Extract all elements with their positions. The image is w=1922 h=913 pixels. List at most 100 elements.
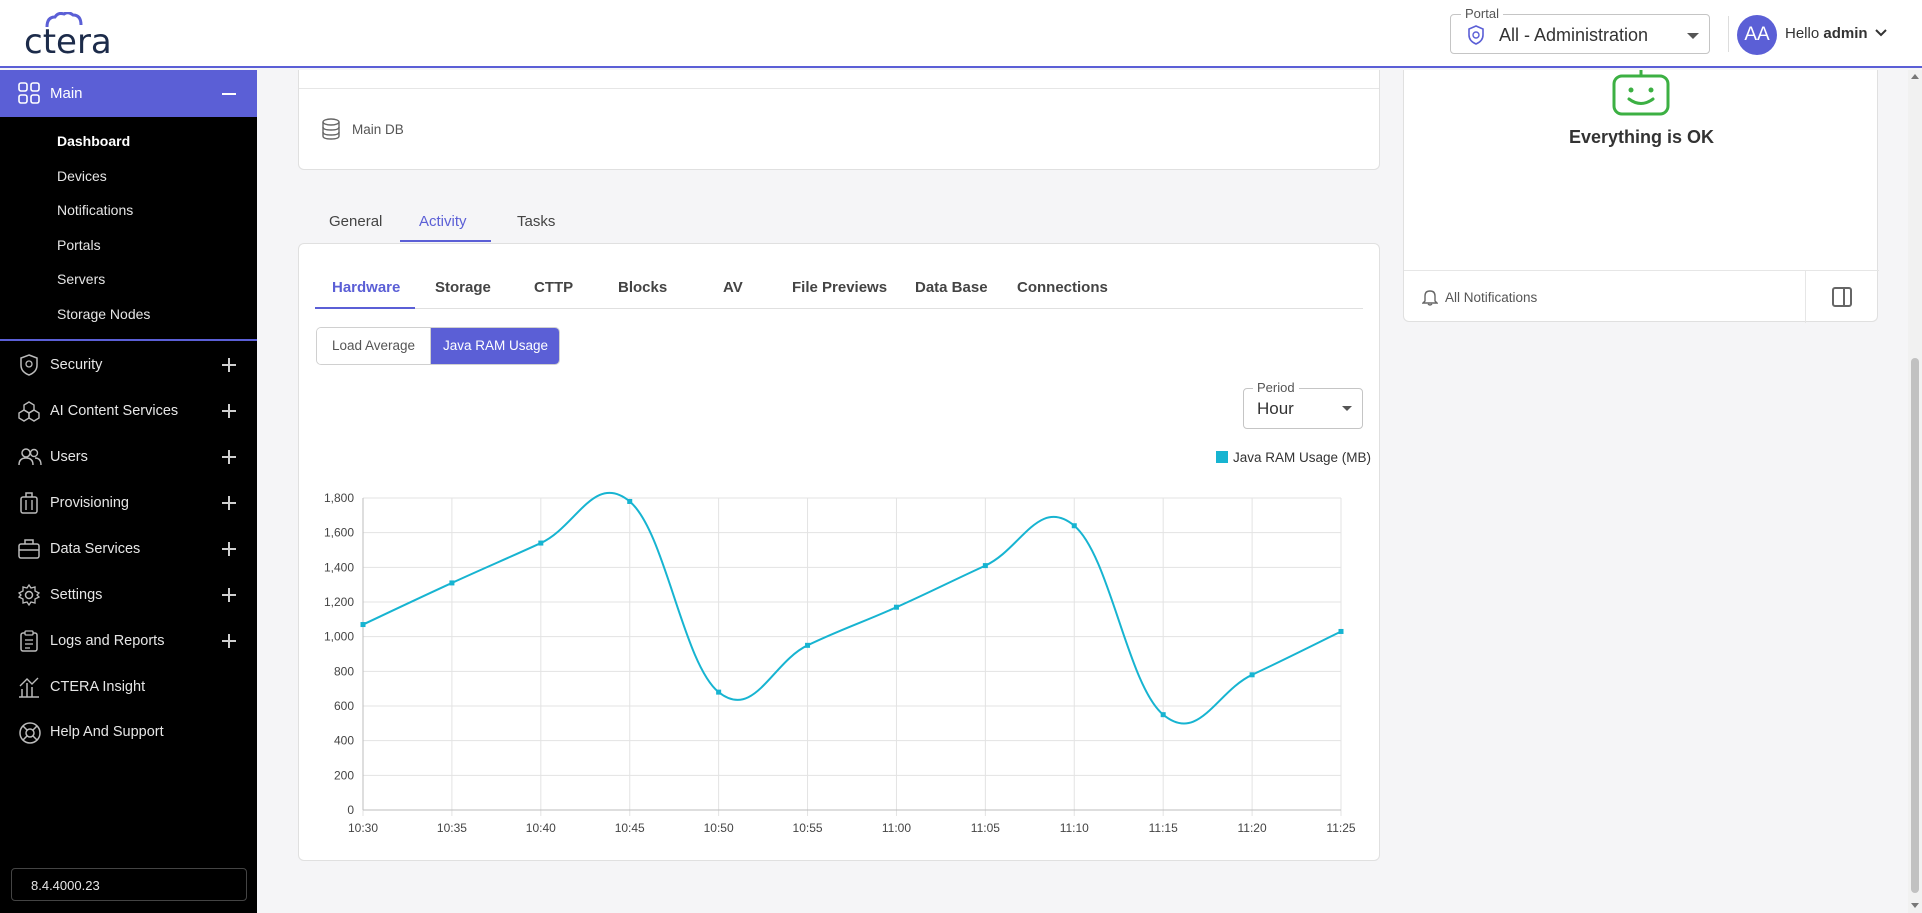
java-ram-usage-toggle[interactable]: Java RAM Usage: [431, 328, 559, 364]
sidebar-item-main[interactable]: Main: [0, 70, 257, 117]
chart-data-point[interactable]: [982, 563, 988, 569]
sidebar-subitem-servers[interactable]: Servers: [57, 271, 106, 287]
scroll-down-icon[interactable]: [1911, 903, 1919, 908]
user-menu-chevron-icon[interactable]: [1875, 29, 1887, 37]
chart-data-point[interactable]: [1160, 712, 1166, 718]
chart-data-point[interactable]: [1338, 628, 1344, 634]
subtab-av[interactable]: AV: [723, 279, 743, 296]
database-icon: [322, 118, 340, 140]
divider: [1728, 16, 1729, 52]
chart-y-tick-label: 1,400: [324, 560, 354, 574]
main-db-link[interactable]: Main DB: [352, 122, 404, 137]
subtab-storage[interactable]: Storage: [435, 279, 491, 296]
gear-icon: [18, 584, 40, 606]
expand-icon[interactable]: [222, 496, 236, 510]
chart-data-point[interactable]: [627, 498, 633, 504]
sidebar-main-label: Main: [50, 85, 83, 102]
collapse-icon[interactable]: [222, 93, 236, 95]
page-scrollbar[interactable]: [1908, 70, 1922, 913]
report-icon: [20, 630, 38, 652]
chart-data-point[interactable]: [360, 622, 366, 628]
sidebar-item-label: Users: [50, 449, 88, 465]
sidebar-subitem-dashboard[interactable]: Dashboard: [57, 133, 131, 149]
version-label: 8.4.4000.23: [11, 868, 247, 901]
sidebar-item-label: Help And Support: [50, 724, 164, 740]
metric-toggle-group: Load Average Java RAM Usage: [316, 327, 560, 365]
subtab-blocks[interactable]: Blocks: [618, 279, 668, 296]
chart-data-point[interactable]: [893, 604, 899, 610]
chart-data-point[interactable]: [449, 580, 455, 586]
smiley-robot-icon: [1612, 70, 1670, 116]
chart-x-tick-label: 10:50: [704, 821, 734, 835]
sidebar-item-data-services[interactable]: Data Services: [0, 529, 257, 569]
chart-data-point[interactable]: [1249, 672, 1255, 678]
chart-data-point[interactable]: [538, 540, 544, 546]
sidebar-item-label: Security: [50, 357, 103, 373]
user-greeting[interactable]: Hello admin: [1785, 25, 1868, 42]
period-select[interactable]: Period Hour: [1243, 380, 1363, 429]
sidebar-item-logs-and-reports[interactable]: Logs and Reports: [0, 621, 257, 661]
ctera-logo[interactable]: ctera: [24, 12, 114, 62]
lifebuoy-icon: [19, 722, 41, 744]
sidebar-item-settings[interactable]: Settings: [0, 575, 257, 615]
divider: [315, 308, 1363, 309]
all-notifications-link[interactable]: All Notifications: [1445, 290, 1538, 305]
divider: [0, 339, 257, 341]
sidebar-item-provisioning[interactable]: Provisioning: [0, 483, 257, 523]
sidebar-item-help-and-support[interactable]: Help And Support: [0, 712, 257, 752]
servers-card: Main DB: [298, 70, 1380, 170]
tab-activity[interactable]: Activity: [419, 213, 467, 230]
sidebar-subitem-portals[interactable]: Portals: [57, 237, 101, 253]
sidebar-item-label: CTERA Insight: [50, 679, 146, 695]
chart-data-point[interactable]: [805, 642, 811, 648]
top-bar: ctera Portal All - Administration AA Hel…: [0, 0, 1922, 68]
portal-value: All - Administration: [1499, 25, 1649, 45]
side-panel-icon[interactable]: [1832, 287, 1852, 307]
chart-data-point[interactable]: [716, 689, 722, 695]
scrollbar-thumb[interactable]: [1911, 358, 1919, 893]
expand-icon[interactable]: [222, 450, 236, 464]
expand-icon[interactable]: [222, 358, 236, 372]
chart-y-tick-label: 800: [334, 664, 354, 678]
avatar[interactable]: AA: [1737, 15, 1777, 55]
sidebar-item-ctera-insight[interactable]: CTERA Insight: [0, 667, 257, 707]
tab-general[interactable]: General: [329, 213, 383, 230]
expand-icon[interactable]: [222, 542, 236, 556]
chart-y-tick-label: 0: [347, 803, 354, 817]
sidebar-item-ai-content-services[interactable]: AI Content Services: [0, 391, 257, 431]
sidebar-subitem-devices[interactable]: Devices: [57, 168, 107, 184]
subtab-file-previews[interactable]: File Previews: [792, 279, 888, 296]
subtab-connections[interactable]: Connections: [1017, 279, 1108, 296]
expand-icon[interactable]: [222, 588, 236, 602]
chart-x-tick-label: 10:55: [793, 821, 823, 835]
sidebar-item-label: Settings: [50, 587, 103, 603]
subtab-data-base[interactable]: Data Base: [915, 279, 988, 296]
portal-label: Portal: [1461, 6, 1503, 21]
sidebar-item-label: Logs and Reports: [50, 633, 165, 649]
sidebar-subitem-storage-nodes[interactable]: Storage Nodes: [57, 306, 151, 322]
chart-x-tick-label: 11:00: [882, 821, 911, 835]
sidebar-item-security[interactable]: Security: [0, 345, 257, 385]
scroll-up-icon[interactable]: [1911, 74, 1919, 79]
subtab-cttp[interactable]: CTTP: [534, 279, 574, 296]
load-average-toggle[interactable]: Load Average: [317, 328, 431, 364]
chart-x-tick-label: 11:05: [971, 821, 1000, 835]
sidebar-subitem-notifications[interactable]: Notifications: [57, 202, 134, 218]
legend-label: Java RAM Usage (MB): [1233, 450, 1372, 465]
chart-x-tick-label: 10:35: [437, 821, 467, 835]
luggage-icon: [20, 492, 38, 514]
expand-icon[interactable]: [222, 404, 236, 418]
chart-data-point[interactable]: [1071, 523, 1077, 529]
activity-card: Hardware Storage CTTP Blocks AV File Pre…: [298, 243, 1380, 861]
tab-tasks[interactable]: Tasks: [517, 213, 556, 230]
divider: [1805, 271, 1806, 323]
chart-x-tick-label: 10:30: [348, 821, 378, 835]
subtab-hardware[interactable]: Hardware: [332, 279, 401, 296]
bell-icon: [1422, 290, 1438, 306]
chart-y-tick-label: 600: [334, 699, 354, 713]
sidebar-item-users[interactable]: Users: [0, 437, 257, 477]
sidebar-item-label: AI Content Services: [50, 403, 179, 419]
shield-icon: [1468, 25, 1484, 45]
portal-select[interactable]: Portal All - Administration: [1450, 6, 1710, 54]
expand-icon[interactable]: [222, 634, 236, 648]
